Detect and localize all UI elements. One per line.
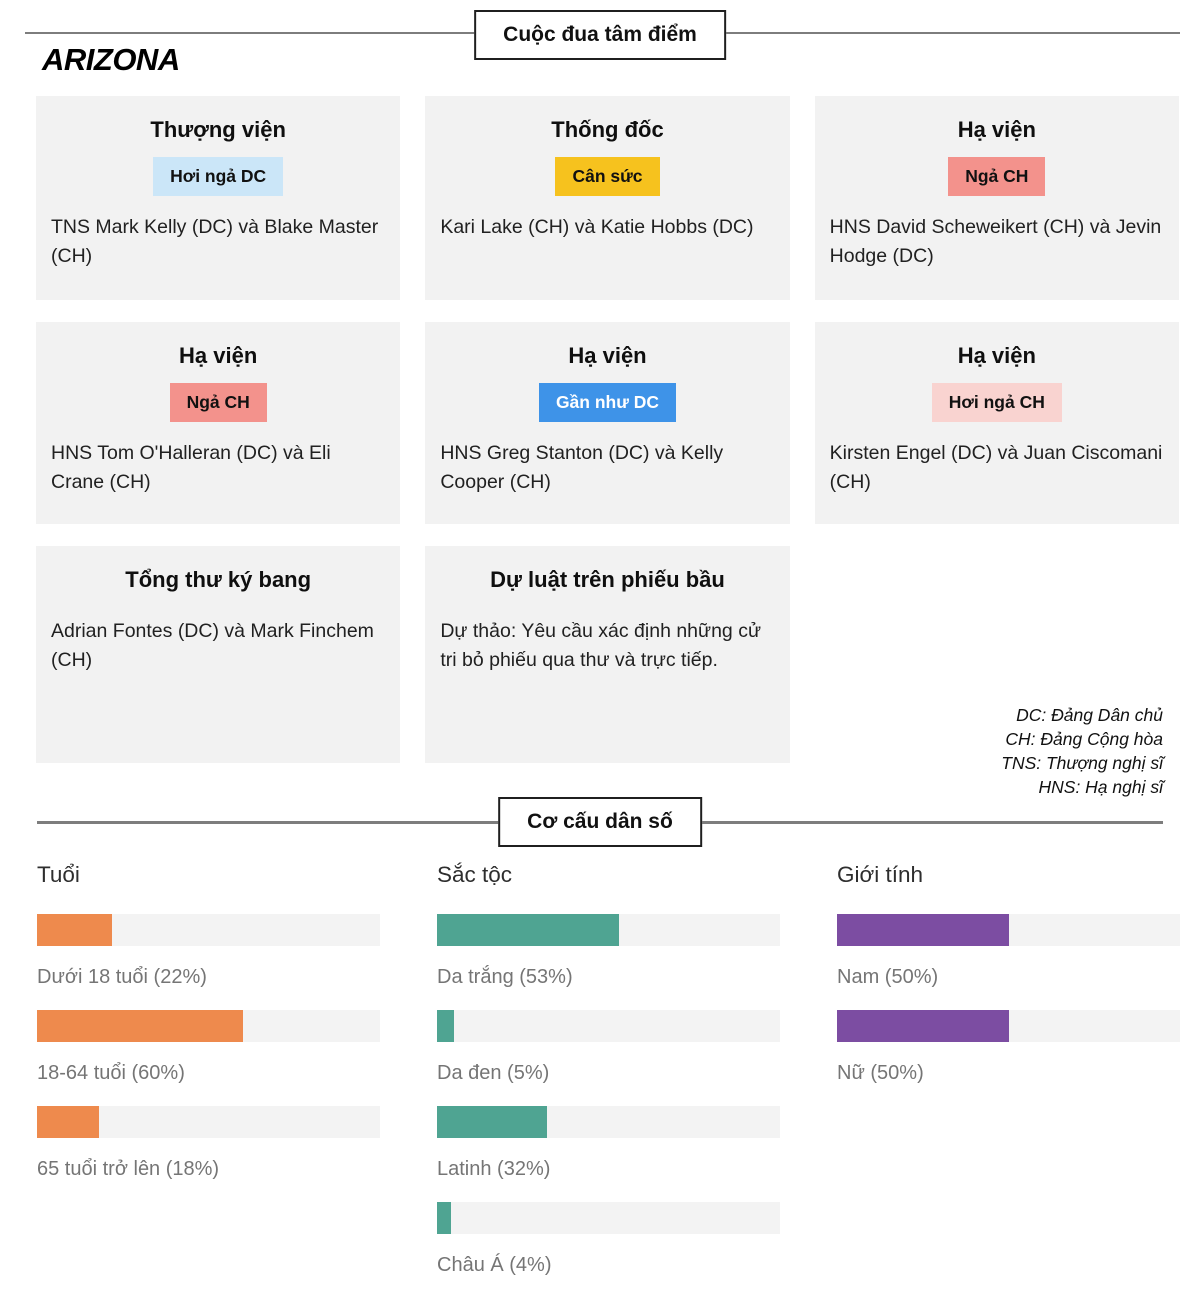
race-cards-grid: Thượng viện Hơi ngả DC TNS Mark Kelly (DC)… — [36, 96, 1179, 763]
bar-fill — [37, 914, 113, 946]
legend-line: DC: Đảng Dân chủ — [1016, 705, 1163, 725]
chart-title: Sắc tộc — [437, 862, 513, 887]
bar-item: Da trắng (53%) — [437, 914, 780, 989]
race-card-candidates: HNS Greg Stanton (DC) và Kelly Cooper (C… — [440, 442, 724, 493]
bar-label: Da đen (5%) — [437, 1062, 550, 1084]
race-card: Thống đốc Cân sức Kari Lake (CH) và Katie … — [425, 96, 790, 300]
races-section-title: Cuộc đua tâm điểm — [474, 10, 726, 60]
legend-line: TNS: Thượng nghị sĩ — [1001, 753, 1163, 773]
bar-track — [37, 914, 380, 946]
bar-item: 18-64 tuổi (60%) — [37, 1010, 380, 1085]
race-card-candidates: TNS Mark Kelly (DC) và Blake Master (CH) — [51, 216, 379, 267]
race-card: Hạ viện Hơi ngả CH Kirsten Engel (DC) và J… — [814, 322, 1179, 524]
race-card-candidates: Kirsten Engel (DC) và Juan Ciscomani (CH… — [829, 442, 1163, 493]
race-card: Dự luật trên phiếu bầu Dự thảo: Yêu cầu x… — [425, 546, 790, 763]
race-card-candidates: HNS David Scheweikert (CH) và Jevin Hodg… — [829, 216, 1162, 267]
race-card-title: Thống đốc — [551, 117, 664, 142]
bar-track — [437, 1010, 780, 1042]
race-rating-badge: Hơi ngả CH — [931, 383, 1062, 422]
legend-line: CH: Đảng Cộng hòa — [1005, 729, 1163, 749]
race-card: Hạ viện Ngả CH HNS Tom O'Halleran (DC) và … — [36, 322, 401, 524]
bar-track — [437, 1106, 780, 1138]
bar-item: Châu Á (4%) — [437, 1202, 780, 1277]
demographics-chart: Giới tính Nam (50%) Nữ (50%) — [837, 862, 1180, 1298]
race-card-candidates: Dự thảo: Yêu cầu xác định những cử tri b… — [440, 620, 761, 671]
race-card-title: Tổng thư ký bang — [125, 567, 312, 592]
bar-fill — [37, 1106, 99, 1138]
demographics-charts: Tuổi Dưới 18 tuổi (22%) 18-64 tuổi (60%) 65… — [37, 862, 1180, 1298]
bar-fill — [437, 1106, 547, 1138]
legend-line: HNS: Hạ nghị sĩ — [1038, 777, 1164, 797]
bar-item: Nữ (50%) — [837, 1010, 1180, 1085]
bar-fill — [837, 914, 1009, 946]
bar-fill — [437, 1010, 455, 1042]
bar-item: Dưới 18 tuổi (22%) — [37, 914, 380, 989]
bar-label: 18-64 tuổi (60%) — [37, 1062, 185, 1084]
race-rating-badge: Hơi ngả DC — [153, 157, 284, 196]
demographics-section-header: Cơ cấu dân số — [0, 797, 1200, 847]
race-card-candidates: Kari Lake (CH) và Katie Hobbs (DC) — [440, 216, 754, 238]
race-card: Thượng viện Hơi ngả DC TNS Mark Kelly (DC)… — [36, 96, 401, 300]
race-card: Tổng thư ký bang Adrian Fontes (DC) và Ma… — [36, 546, 401, 763]
bar-item: Latinh (32%) — [437, 1106, 780, 1181]
bar-label: 65 tuổi trở lên (18%) — [37, 1158, 220, 1180]
race-card-title: Hạ viện — [957, 117, 1036, 142]
chart-title: Tuổi — [37, 862, 80, 887]
race-card-title: Hạ viện — [957, 343, 1036, 368]
bar-track — [37, 1106, 380, 1138]
bar-track — [837, 1010, 1180, 1042]
demographics-chart: Sắc tộc Da trắng (53%) Da đen (5%) Latinh (… — [437, 862, 780, 1298]
bar-track — [437, 1202, 780, 1234]
race-card: Hạ viện Gần như DC HNS Greg Stanton (DC) v… — [425, 322, 790, 524]
bar-fill — [837, 1010, 1009, 1042]
bar-item: Da đen (5%) — [437, 1010, 780, 1085]
races-section-header: Cuộc đua tâm điểm — [0, 10, 1200, 60]
race-rating-badge: Ngả CH — [169, 383, 267, 422]
bar-item: Nam (50%) — [837, 914, 1180, 989]
bar-track — [437, 914, 780, 946]
race-rating-badge: Ngả CH — [948, 157, 1046, 196]
bar-track — [37, 1010, 380, 1042]
bar-label: Nữ (50%) — [837, 1062, 924, 1084]
race-card-title: Hạ viện — [568, 343, 647, 368]
race-card-title: Dự luật trên phiếu bầu — [490, 567, 725, 592]
bar-track — [837, 914, 1180, 946]
bar-label: Châu Á (4%) — [437, 1254, 552, 1276]
race-card-candidates: Adrian Fontes (DC) và Mark Finchem (CH) — [51, 620, 374, 671]
bar-label: Latinh (32%) — [437, 1158, 551, 1180]
bar-label: Nam (50%) — [837, 966, 939, 988]
bar-fill — [37, 1010, 243, 1042]
bar-fill — [437, 1202, 451, 1234]
abbreviation-legend: DC: Đảng Dân chủ CH: Đảng Cộng hòa TNS: Th… — [1001, 703, 1163, 799]
race-card-candidates: HNS Tom O'Halleran (DC) và Eli Crane (CH… — [51, 442, 331, 493]
bar-item: 65 tuổi trở lên (18%) — [37, 1106, 380, 1181]
race-card-title: Hạ viện — [179, 343, 258, 368]
race-card-title: Thượng viện — [150, 117, 286, 142]
race-rating-badge: Gần như DC — [538, 383, 677, 422]
demographics-chart: Tuổi Dưới 18 tuổi (22%) 18-64 tuổi (60%) 65… — [37, 862, 380, 1298]
state-title: ARIZONA — [42, 42, 180, 77]
bar-label: Dưới 18 tuổi (22%) — [37, 966, 207, 988]
demographics-section-title: Cơ cấu dân số — [498, 797, 702, 847]
chart-title: Giới tính — [837, 862, 924, 887]
race-card: Hạ viện Ngả CH HNS David Scheweikert (CH) … — [814, 96, 1179, 300]
race-rating-badge: Cân sức — [555, 157, 660, 196]
bar-fill — [437, 914, 619, 946]
bar-label: Da trắng (53%) — [437, 966, 573, 988]
